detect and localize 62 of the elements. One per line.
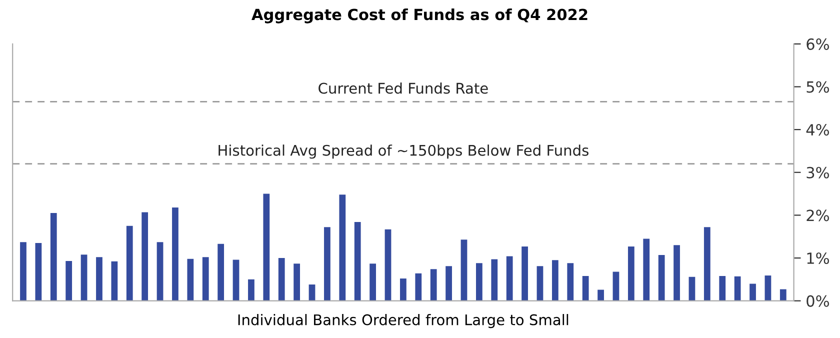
bar [263, 194, 270, 301]
bar [96, 257, 102, 301]
bar [324, 227, 330, 301]
bar [643, 238, 650, 301]
y-tick-label: 4% [806, 124, 829, 136]
bar [308, 284, 316, 301]
bar [552, 260, 558, 301]
chart-title: Aggregate Cost of Funds as of Q4 2022 [252, 8, 588, 24]
bar [598, 290, 604, 301]
bar [126, 226, 133, 301]
bar [248, 279, 254, 301]
bar [232, 260, 240, 301]
bar [704, 227, 710, 301]
bar [734, 276, 741, 301]
bar [658, 255, 665, 301]
bar [750, 284, 756, 301]
y-tick-label: 2% [806, 210, 829, 222]
bar [522, 246, 528, 301]
bar [719, 276, 726, 301]
bar [780, 289, 786, 301]
y-tick-label: 6% [806, 38, 829, 50]
bar [384, 229, 392, 301]
bar [278, 258, 285, 301]
bar [187, 258, 194, 301]
y-tick-label: 3% [806, 166, 829, 178]
bar [172, 207, 178, 301]
bar [50, 213, 57, 301]
bar [460, 240, 468, 301]
bar [111, 261, 118, 301]
bar [415, 273, 422, 301]
bar [688, 276, 696, 301]
bar [476, 263, 482, 301]
bar [20, 242, 26, 301]
bar [370, 264, 376, 301]
bar [294, 264, 300, 301]
bar [582, 276, 589, 301]
bar [35, 243, 42, 301]
bar [506, 256, 513, 301]
bar [430, 269, 437, 301]
bar [400, 278, 406, 301]
bar [339, 194, 346, 301]
bar [446, 266, 452, 301]
bar [202, 257, 209, 301]
bar [142, 212, 148, 301]
ref-line-label: Current Fed Funds Rate [318, 82, 488, 94]
y-tick-label: 1% [807, 252, 829, 264]
x-axis-title: Individual Banks Ordered from Large to Small [238, 314, 568, 328]
bar [567, 263, 574, 301]
bar [674, 245, 680, 301]
bar [66, 261, 72, 301]
ref-line-label: Historical Avg Spread of ~150bps Below Fed Funds [218, 144, 588, 159]
bar [764, 276, 772, 301]
bar [628, 246, 634, 301]
y-tick-label: 5% [806, 81, 829, 93]
bar [536, 266, 544, 301]
bar [354, 222, 361, 301]
bar [218, 244, 224, 301]
bar [612, 272, 620, 301]
y-tick-label: 0% [806, 295, 829, 307]
bar [80, 254, 88, 301]
bar [491, 259, 498, 301]
bar [156, 242, 164, 301]
